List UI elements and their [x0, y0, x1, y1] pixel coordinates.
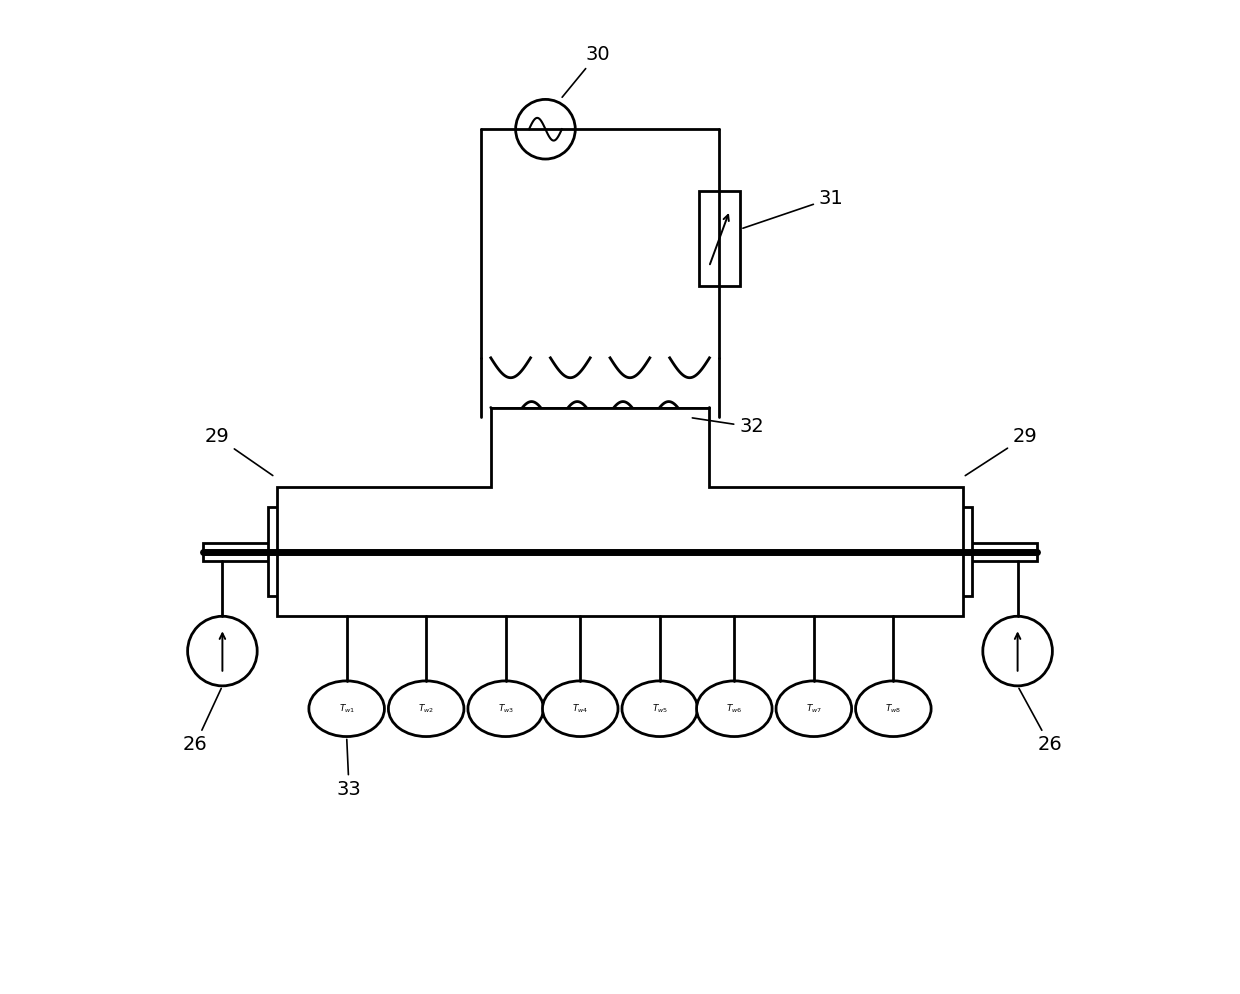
Text: 31: 31 — [743, 189, 843, 229]
Text: 26: 26 — [182, 689, 221, 754]
Text: $T_{w5}$: $T_{w5}$ — [652, 703, 668, 715]
Text: 32: 32 — [692, 417, 764, 436]
Circle shape — [187, 616, 257, 686]
Ellipse shape — [622, 681, 698, 737]
Text: $T_{w4}$: $T_{w4}$ — [572, 703, 589, 715]
Bar — [202, 543, 1038, 561]
Bar — [698, 192, 740, 286]
Circle shape — [516, 99, 575, 159]
Circle shape — [983, 616, 1053, 686]
Text: 29: 29 — [205, 427, 273, 475]
Text: 30: 30 — [562, 45, 610, 97]
Ellipse shape — [697, 681, 773, 737]
Text: $T_{w1}$: $T_{w1}$ — [339, 703, 355, 715]
Polygon shape — [277, 408, 963, 616]
Text: $T_{w7}$: $T_{w7}$ — [806, 703, 822, 715]
Ellipse shape — [309, 681, 384, 737]
Bar — [268, 507, 286, 596]
Text: $T_{w6}$: $T_{w6}$ — [727, 703, 743, 715]
Text: 26: 26 — [1019, 688, 1063, 754]
Ellipse shape — [542, 681, 618, 737]
Ellipse shape — [467, 681, 543, 737]
Text: 29: 29 — [965, 427, 1038, 475]
Text: $T_{w8}$: $T_{w8}$ — [885, 703, 901, 715]
Ellipse shape — [388, 681, 464, 737]
Bar — [954, 507, 972, 596]
Text: 33: 33 — [337, 740, 362, 799]
Ellipse shape — [856, 681, 931, 737]
Text: $T_{w3}$: $T_{w3}$ — [497, 703, 513, 715]
Text: $T_{w2}$: $T_{w2}$ — [418, 703, 434, 715]
Ellipse shape — [776, 681, 852, 737]
